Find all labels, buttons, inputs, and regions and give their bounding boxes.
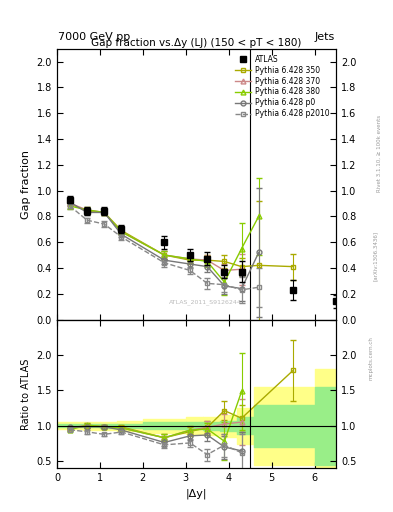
- Text: mcplots.cern.ch: mcplots.cern.ch: [369, 336, 374, 380]
- Text: Rivet 3.1.10, ≥ 100k events: Rivet 3.1.10, ≥ 100k events: [377, 115, 382, 192]
- Text: [arXiv:1306.3436]: [arXiv:1306.3436]: [373, 231, 378, 281]
- Text: ATLAS_2011_S9126244: ATLAS_2011_S9126244: [169, 299, 241, 305]
- Y-axis label: Gap fraction: Gap fraction: [21, 150, 31, 219]
- Text: 7000 GeV pp: 7000 GeV pp: [58, 32, 130, 42]
- Legend: ATLAS, Pythia 6.428 350, Pythia 6.428 370, Pythia 6.428 380, Pythia 6.428 p0, Py: ATLAS, Pythia 6.428 350, Pythia 6.428 37…: [232, 52, 332, 121]
- Y-axis label: Ratio to ATLAS: Ratio to ATLAS: [21, 358, 31, 430]
- Title: Gap fraction vs.Δy (LJ) (150 < pT < 180): Gap fraction vs.Δy (LJ) (150 < pT < 180): [91, 38, 302, 48]
- X-axis label: |Δy|: |Δy|: [186, 489, 207, 499]
- Text: Jets: Jets: [314, 32, 335, 42]
